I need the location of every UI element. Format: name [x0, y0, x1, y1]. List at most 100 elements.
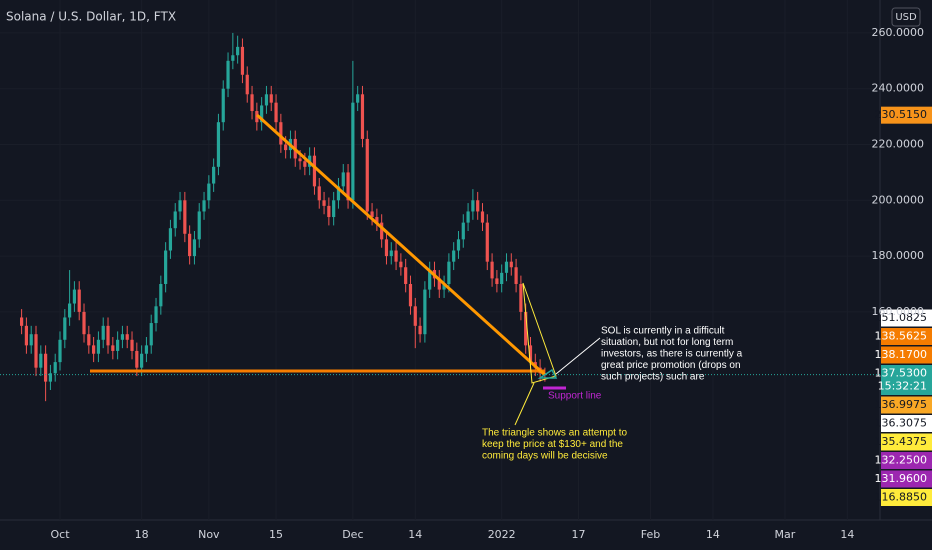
note-line: situation, but not for long term: [601, 337, 733, 348]
price-label-box: [881, 106, 932, 124]
downtrend-line: [255, 113, 547, 377]
candle-body: [264, 94, 269, 106]
candle-body: [20, 317, 24, 326]
note-line: coming days will be decisive: [482, 451, 608, 462]
candle-body: [231, 55, 235, 61]
price-label: 116.8850: [875, 491, 928, 504]
candle-body: [413, 306, 417, 326]
triangle: [522, 282, 557, 384]
candle-body: [279, 122, 283, 145]
candle-body: [24, 325, 29, 346]
x-tick-label: Mar: [775, 528, 796, 541]
candle-body: [418, 325, 422, 335]
triangle-callout: [514, 382, 535, 426]
candles: [0, 32, 880, 402]
candle-body: [144, 345, 149, 354]
x-tick-label: 15: [269, 528, 283, 541]
candle-body: [384, 239, 389, 257]
candle-body: [524, 311, 528, 346]
note-line: The triangle shows an attempt to: [482, 428, 628, 439]
notes: SOL is currently in a difficultsituation…: [482, 326, 743, 462]
candle-body: [327, 205, 331, 218]
y-tick-label: 200.0000: [872, 193, 925, 206]
y-tick-label: 260.0000: [872, 26, 925, 39]
candle-body: [245, 74, 249, 95]
price-label-box: [881, 489, 932, 506]
candle-body: [202, 200, 206, 212]
candle-body: [101, 325, 105, 340]
candle-body: [365, 138, 369, 212]
x-tick-label: 14: [840, 528, 854, 541]
candle-body: [159, 283, 163, 307]
candle-body: [394, 250, 398, 262]
candle-body: [44, 353, 48, 382]
price-label: 136.9975: [875, 398, 928, 411]
candle-body: [284, 144, 288, 151]
currency: USD: [895, 12, 917, 23]
candle-body: [332, 200, 336, 218]
candle-body: [490, 261, 494, 279]
candle-body: [461, 222, 465, 240]
candle-body: [250, 94, 254, 112]
candle-body: [221, 88, 225, 123]
candle-body: [82, 311, 86, 335]
x-tick-label: 14: [408, 528, 422, 541]
price-labels: 230.5150 151.0825 138.5625 138.1700 137.5300…: [875, 106, 932, 506]
candle-body: [140, 353, 144, 368]
y-tick-label: 240.0000: [872, 82, 925, 95]
candle-body: [437, 278, 441, 290]
x-tick-label: Nov: [198, 528, 220, 541]
candle-body: [164, 250, 168, 284]
price-label-box: [881, 309, 932, 327]
note-callout: [555, 337, 601, 375]
candle-body: [312, 155, 317, 187]
candle-body: [298, 158, 302, 162]
candle-body: [423, 289, 427, 335]
x-tick-label: 2022: [488, 528, 516, 541]
candle-body: [404, 267, 408, 284]
candle-body: [183, 200, 187, 234]
candle-body: [63, 317, 67, 340]
x-tick-label: 14: [706, 528, 720, 541]
candle-body: [173, 211, 177, 229]
candle-body: [48, 373, 53, 382]
candle-body: [269, 94, 273, 103]
price-label-box: [881, 346, 932, 364]
x-tick-label: Dec: [342, 528, 363, 541]
candle-body: [476, 200, 480, 212]
candle-body: [29, 334, 33, 346]
candle-body: [87, 334, 91, 346]
candle-body: [452, 250, 456, 262]
candle-body: [370, 211, 374, 218]
candle-body: [58, 339, 62, 363]
note-line: such projects) such are: [601, 372, 705, 383]
candle-body: [188, 233, 192, 257]
price-label: 136.3075: [875, 417, 928, 430]
candle-body: [212, 166, 216, 184]
price-label-box: [881, 470, 932, 488]
candle-body: [480, 211, 485, 223]
candle-body: [240, 46, 245, 75]
candle-body: [519, 283, 523, 312]
price-label-box: [881, 452, 932, 469]
x-tick-label: 17: [572, 528, 586, 541]
price-label-box: [881, 415, 932, 432]
x-tick-label: 18: [135, 528, 149, 541]
candle-body: [260, 105, 264, 123]
candle-body: [130, 339, 134, 351]
candle-body: [68, 303, 72, 318]
price-label: 138.5625: [875, 330, 928, 343]
candle-body: [92, 345, 96, 354]
candle-body: [72, 289, 77, 304]
candle-body: [351, 102, 355, 201]
candle-body: [466, 211, 470, 223]
candle-body: [207, 183, 211, 201]
candle-body: [356, 94, 360, 103]
candle-body: [34, 334, 38, 368]
small-triangle: [537, 368, 558, 379]
candle-body: [236, 46, 240, 56]
candle-body: [116, 339, 120, 351]
candle-body: [380, 222, 384, 240]
price-label-box: [881, 396, 932, 414]
